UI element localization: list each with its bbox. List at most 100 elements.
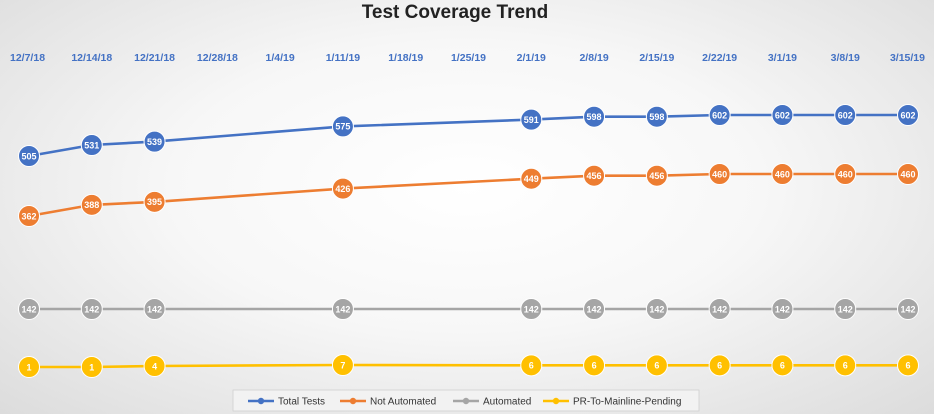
data-point — [708, 354, 731, 377]
data-label: 591 — [524, 115, 539, 125]
data-label: 460 — [775, 169, 790, 179]
data-label: 505 — [21, 151, 36, 161]
data-label: 142 — [900, 304, 915, 314]
x-tick-label: 12/21/18 — [134, 52, 175, 64]
data-label: 142 — [21, 304, 36, 314]
data-point — [80, 356, 103, 378]
legend-marker — [257, 397, 265, 405]
data-label: 7 — [340, 360, 345, 370]
data-point — [771, 104, 794, 126]
data-point — [520, 354, 543, 377]
data-point — [583, 105, 606, 128]
data-point — [834, 163, 857, 185]
x-tick-label: 2/8/19 — [579, 52, 608, 64]
data-point — [18, 356, 40, 378]
data-label: 142 — [335, 304, 350, 314]
data-label: 456 — [587, 171, 602, 181]
data-point — [18, 205, 40, 227]
legend-label: Automated — [483, 397, 531, 408]
data-point — [520, 167, 543, 190]
x-tick-label: 1/25/19 — [451, 52, 486, 64]
data-label: 6 — [717, 361, 722, 371]
chart-title: Test Coverage Trend — [362, 2, 549, 23]
data-point — [834, 354, 857, 377]
data-point — [583, 354, 606, 377]
data-point — [645, 354, 668, 377]
data-point — [18, 145, 40, 167]
x-tick-label: 3/1/19 — [768, 52, 797, 64]
data-label: 4 — [152, 361, 157, 371]
data-point — [645, 164, 668, 187]
data-point — [331, 177, 354, 200]
data-point — [708, 104, 731, 126]
legend-label: Not Automated — [370, 397, 436, 408]
x-tick-label: 1/18/19 — [388, 52, 423, 64]
legend-marker — [462, 397, 470, 405]
data-label: 362 — [21, 211, 36, 221]
x-tick-label: 12/14/18 — [71, 52, 112, 64]
data-label: 602 — [775, 110, 790, 120]
data-label: 142 — [587, 304, 602, 314]
data-label: 602 — [838, 110, 853, 120]
series-1: 362 388 395 426 449 456 456 460 460 460 460 — [18, 163, 919, 227]
data-label: 6 — [529, 361, 534, 371]
data-point — [520, 298, 543, 320]
data-point — [771, 354, 794, 377]
data-label: 395 — [147, 197, 162, 207]
data-label: 142 — [84, 304, 99, 314]
x-tick-label: 2/15/19 — [639, 52, 674, 64]
legend-item: PR-To-Mainline-Pending — [543, 397, 681, 408]
data-label: 456 — [649, 171, 664, 181]
data-point — [708, 298, 731, 320]
legend-item: Total Tests — [248, 397, 325, 408]
data-label: 460 — [712, 169, 727, 179]
data-label: 142 — [838, 304, 853, 314]
data-point — [80, 134, 103, 157]
data-label: 388 — [84, 200, 99, 210]
data-label: 602 — [712, 110, 727, 120]
data-point — [80, 193, 103, 216]
legend-label: Total Tests — [278, 397, 325, 408]
x-tick-label: 3/8/19 — [831, 52, 860, 64]
data-point — [645, 105, 668, 128]
data-point — [143, 355, 166, 377]
data-point — [771, 298, 794, 320]
series-2: 142 142 142 142 142 142 142 142 142 142 142 — [18, 298, 919, 320]
data-label: 598 — [587, 112, 602, 122]
data-point — [583, 298, 606, 320]
data-point — [331, 115, 354, 138]
x-tick-label: 2/1/19 — [517, 52, 546, 64]
data-point — [834, 298, 857, 320]
data-point — [897, 163, 919, 185]
legend-item: Not Automated — [340, 397, 436, 408]
data-point — [80, 298, 103, 320]
legend: Total Tests Not Automated Automated PR-To-M… — [232, 389, 700, 412]
legend-marker — [349, 397, 357, 405]
data-point — [834, 104, 857, 126]
x-tick-label: 12/7/18 — [10, 52, 45, 64]
data-label: 6 — [780, 361, 785, 371]
x-tick-label: 3/15/19 — [890, 52, 925, 64]
data-point — [331, 298, 354, 320]
series-3: 1 1 4 7 6 6 6 6 6 6 6 — [18, 354, 919, 378]
data-point — [520, 108, 543, 131]
data-point — [143, 190, 166, 213]
data-point — [143, 130, 166, 153]
data-point — [583, 164, 606, 187]
data-label: 460 — [838, 169, 853, 179]
data-label: 142 — [712, 304, 727, 314]
data-label: 142 — [775, 304, 790, 314]
data-point — [143, 298, 166, 320]
data-point — [645, 298, 668, 320]
data-point — [897, 354, 919, 377]
data-point — [897, 104, 919, 126]
data-label: 460 — [900, 169, 915, 179]
data-label: 142 — [147, 304, 162, 314]
data-label: 575 — [335, 122, 350, 132]
legend-item: Automated — [453, 397, 531, 408]
data-label: 6 — [654, 361, 659, 371]
data-label: 6 — [905, 361, 910, 371]
series-0: 505 531 539 575 591 598 598 602 602 602 602 — [18, 104, 919, 167]
